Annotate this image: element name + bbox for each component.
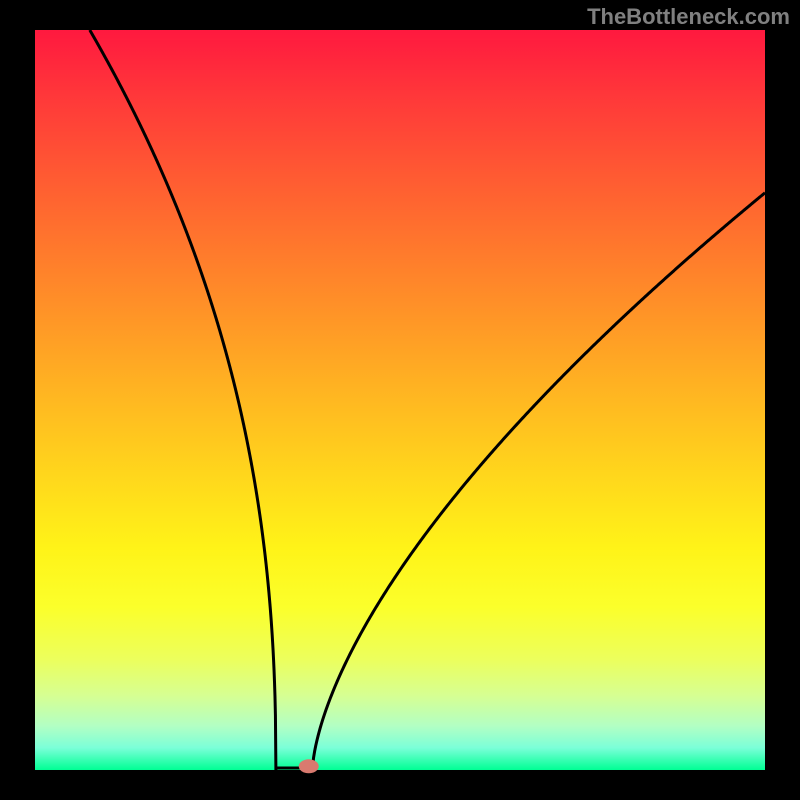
optimal-point-marker	[299, 759, 319, 773]
watermark-text: TheBottleneck.com	[587, 4, 790, 30]
chart-container: TheBottleneck.com	[0, 0, 800, 800]
plot-background	[35, 30, 765, 770]
bottleneck-chart	[0, 0, 800, 800]
